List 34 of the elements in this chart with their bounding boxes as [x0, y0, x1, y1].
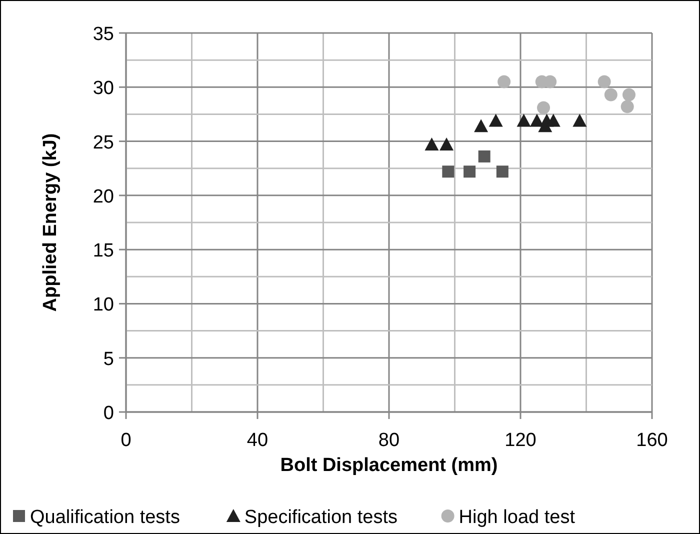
- point: [442, 166, 454, 178]
- x-tick-label: 120: [504, 430, 536, 451]
- y-tick-label: 35: [92, 24, 114, 45]
- point: [622, 88, 636, 102]
- point: [478, 150, 490, 162]
- point: [572, 114, 587, 127]
- legend-label: High load test: [458, 507, 576, 528]
- point: [498, 75, 511, 88]
- x-axis-title: Bolt Displacement (mm): [280, 455, 498, 476]
- point: [598, 75, 611, 88]
- point: [424, 138, 439, 151]
- point: [537, 101, 550, 114]
- y-tick-label: 5: [103, 348, 114, 370]
- y-tick-label: 15: [92, 240, 114, 262]
- legend-label: Qualification tests: [30, 507, 180, 528]
- point: [474, 119, 488, 132]
- y-tick-label: 30: [92, 78, 114, 100]
- x-tick-label: 160: [636, 430, 668, 451]
- y-tick-label: 25: [92, 132, 114, 154]
- y-tick-label: 20: [92, 186, 114, 208]
- point: [488, 114, 503, 127]
- y-axis-title: Applied Energy (kJ): [40, 133, 61, 312]
- point: [440, 138, 454, 151]
- point: [496, 166, 508, 178]
- point: [464, 166, 476, 178]
- point: [620, 100, 634, 114]
- point: [604, 88, 618, 102]
- legend-label: Specification tests: [244, 507, 398, 528]
- x-tick-label: 80: [378, 430, 400, 451]
- point: [516, 114, 531, 127]
- y-tick-label: 10: [92, 294, 114, 316]
- x-tick-label: 0: [120, 430, 132, 451]
- x-tick-label: 40: [246, 430, 268, 451]
- y-tick-label: 0: [103, 403, 114, 424]
